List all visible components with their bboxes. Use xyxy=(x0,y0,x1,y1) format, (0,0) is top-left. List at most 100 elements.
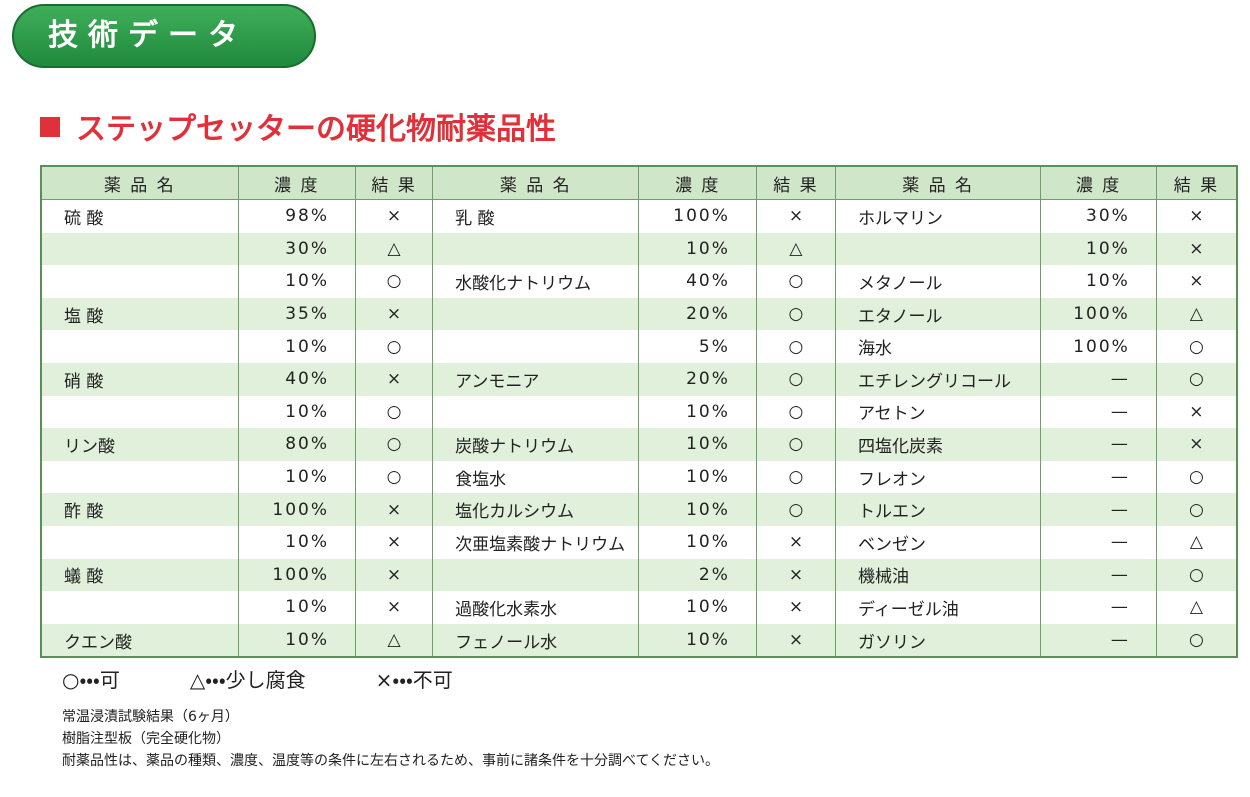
table-row: クエン酸 10% △ フェノール水 10% × ガソリン — ○ xyxy=(40,623,1238,658)
table-cell xyxy=(40,395,239,429)
table-cell: × xyxy=(1155,232,1238,266)
table-cell: × xyxy=(354,297,434,331)
table-row: 10% ○ 水酸化ナトリウム 40% ○ メタノール 10% × xyxy=(40,265,1238,298)
table-cell: × xyxy=(755,199,836,233)
note-line: 樹脂注型板（完全硬化物） xyxy=(62,731,230,747)
table-cell: 塩化カルシウム xyxy=(432,493,640,526)
table-cell: エタノール xyxy=(834,297,1042,331)
table-cell: 100% xyxy=(237,493,356,526)
column-header: 薬 品 名 xyxy=(432,166,640,200)
column-header: 薬 品 名 xyxy=(834,166,1042,200)
table-cell: ディーゼル油 xyxy=(834,591,1042,624)
table-cell: × xyxy=(1155,265,1238,298)
table-cell: ○ xyxy=(1155,460,1238,494)
table-cell: △ xyxy=(1155,591,1238,624)
table-cell: アンモニア xyxy=(432,362,640,396)
table-cell xyxy=(834,232,1042,266)
table-cell: 酢 酸 xyxy=(40,493,239,526)
table-cell: フレオン xyxy=(834,460,1042,494)
table-cell: 食塩水 xyxy=(432,460,640,494)
table-cell: 10% xyxy=(638,591,757,624)
table-cell: ○ xyxy=(354,460,434,494)
table-cell: — xyxy=(1040,460,1157,494)
table-cell: 100% xyxy=(1040,297,1157,331)
table-cell: 40% xyxy=(237,362,356,396)
table-cell: × xyxy=(354,199,434,233)
table-cell: — xyxy=(1040,591,1157,624)
table-cell: × xyxy=(1155,395,1238,429)
table-cell: 10% xyxy=(638,232,757,266)
table-cell: ベンゼン xyxy=(834,525,1042,559)
table-cell: 蟻 酸 xyxy=(40,558,239,592)
table-cell: ○ xyxy=(1155,330,1238,363)
table-row: リン酸 80% ○ 炭酸ナトリウム 10% ○ 四塩化炭素 — × xyxy=(40,428,1238,461)
table-row: 10% × 次亜塩素酸ナトリウム 10% × ベンゼン — △ xyxy=(40,525,1238,559)
table-cell: 四塩化炭素 xyxy=(834,428,1042,461)
table-cell: リン酸 xyxy=(40,428,239,461)
table-cell: 98% xyxy=(237,199,356,233)
table-cell: 10% xyxy=(237,395,356,429)
table-cell: × xyxy=(1155,199,1238,233)
table-cell: エチレングリコール xyxy=(834,362,1042,396)
table-cell: 100% xyxy=(638,199,757,233)
table-cell: 10% xyxy=(237,330,356,363)
table-cell xyxy=(432,297,640,331)
table-cell xyxy=(40,525,239,559)
table-cell: — xyxy=(1040,558,1157,592)
table-cell xyxy=(432,395,640,429)
table-cell: 炭酸ナトリウム xyxy=(432,428,640,461)
table-cell: — xyxy=(1040,362,1157,396)
table-cell: ホルマリン xyxy=(834,199,1042,233)
table-cell: 5% xyxy=(638,330,757,363)
column-header: 薬 品 名 xyxy=(40,166,239,200)
table-cell: 80% xyxy=(237,428,356,461)
table-cell: ○ xyxy=(354,395,434,429)
table-cell: 10% xyxy=(237,623,356,658)
table-cell: ○ xyxy=(755,460,836,494)
table-cell: 硝 酸 xyxy=(40,362,239,396)
table-cell: 10% xyxy=(1040,232,1157,266)
column-header: 結 果 xyxy=(1155,166,1238,200)
table-cell: 次亜塩素酸ナトリウム xyxy=(432,525,640,559)
table-cell: 10% xyxy=(1040,265,1157,298)
table-cell xyxy=(40,591,239,624)
table-cell: ○ xyxy=(354,330,434,363)
table-row: 硫 酸 98% × 乳 酸 100% × ホルマリン 30% × xyxy=(40,199,1238,233)
table-cell: 20% xyxy=(638,362,757,396)
table-cell: 100% xyxy=(1040,330,1157,363)
table-cell: 10% xyxy=(237,460,356,494)
table-cell: 10% xyxy=(638,525,757,559)
column-header: 結 果 xyxy=(354,166,434,200)
legend-item: ×・・・不可 xyxy=(375,668,453,692)
table-row: 10% ○ 10% ○ アセトン — × xyxy=(40,395,1238,429)
table-cell: × xyxy=(354,362,434,396)
table-cell: 水酸化ナトリウム xyxy=(432,265,640,298)
table-cell: — xyxy=(1040,525,1157,559)
table-row: 硝 酸 40% × アンモニア 20% ○ エチレングリコール — ○ xyxy=(40,362,1238,396)
table-row: 10% ○ 5% ○ 海水 100% ○ xyxy=(40,330,1238,363)
table-cell: 20% xyxy=(638,297,757,331)
table-cell: ○ xyxy=(1155,623,1238,658)
table-cell: × xyxy=(755,558,836,592)
legend: ○・・・可 △・・・少し腐食 ×・・・不可 xyxy=(62,664,453,693)
table-row: 10% ○ 食塩水 10% ○ フレオン — ○ xyxy=(40,460,1238,494)
table-cell: △ xyxy=(354,232,434,266)
header-badge: 技術データ xyxy=(12,4,316,68)
table-cell: × xyxy=(755,623,836,658)
table-cell: トルエン xyxy=(834,493,1042,526)
table-cell: メタノール xyxy=(834,265,1042,298)
table-cell: 10% xyxy=(638,428,757,461)
table-cell: 機械油 xyxy=(834,558,1042,592)
legend-item: ○・・・可 xyxy=(62,668,120,692)
table-cell: × xyxy=(354,558,434,592)
table-cell: 10% xyxy=(638,623,757,658)
table-cell: △ xyxy=(755,232,836,266)
table-cell: 10% xyxy=(638,493,757,526)
table-cell: — xyxy=(1040,395,1157,429)
section-title: ステップセッターの硬化物耐薬品性 xyxy=(40,108,556,152)
column-header: 濃 度 xyxy=(638,166,757,200)
table-cell: ○ xyxy=(1155,493,1238,526)
table-cell: ○ xyxy=(755,493,836,526)
table-cell: × xyxy=(755,591,836,624)
